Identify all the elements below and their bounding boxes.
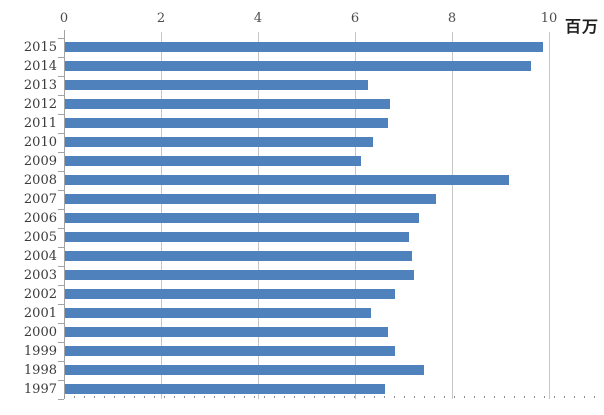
category-tick bbox=[58, 152, 64, 153]
x-tick-label: 10 bbox=[540, 11, 558, 26]
y-axis-label: 2010 bbox=[23, 135, 57, 150]
bar-2010 bbox=[65, 137, 373, 147]
bar-2004 bbox=[65, 251, 412, 261]
bar-2012 bbox=[65, 99, 390, 109]
category-tick bbox=[58, 266, 64, 267]
bar-2006 bbox=[65, 213, 419, 223]
y-axis-label: 2002 bbox=[23, 287, 57, 302]
bar-2005 bbox=[65, 232, 409, 242]
y-axis-label: 2011 bbox=[23, 116, 57, 131]
y-axis-label: 1998 bbox=[23, 363, 57, 378]
bar-1999 bbox=[65, 346, 395, 356]
y-axis-label: 1997 bbox=[23, 382, 57, 397]
category-tick bbox=[58, 76, 64, 77]
bar-2013 bbox=[65, 80, 368, 90]
category-tick bbox=[58, 95, 64, 96]
category-tick bbox=[58, 247, 64, 248]
category-tick bbox=[58, 209, 64, 210]
y-axis-label: 2012 bbox=[23, 97, 57, 112]
bar-2011 bbox=[65, 118, 388, 128]
category-tick bbox=[58, 228, 64, 229]
y-axis-label: 2013 bbox=[23, 78, 57, 93]
bar-2007 bbox=[65, 194, 436, 204]
category-tick bbox=[58, 114, 64, 115]
bar-2015 bbox=[65, 42, 543, 52]
gridline bbox=[549, 32, 550, 399]
gridline bbox=[452, 32, 453, 399]
x-tick-label: 0 bbox=[59, 11, 69, 26]
y-axis-label: 2007 bbox=[23, 192, 57, 207]
y-axis-label: 2005 bbox=[23, 230, 57, 245]
x-tick-label: 8 bbox=[447, 11, 457, 26]
bar-1997 bbox=[65, 384, 385, 394]
axis-unit-label: 百万 bbox=[565, 17, 600, 36]
y-axis-label: 2015 bbox=[23, 40, 57, 55]
category-tick bbox=[58, 190, 64, 191]
category-tick bbox=[58, 342, 64, 343]
y-axis-line bbox=[64, 30, 65, 399]
y-axis-label: 2014 bbox=[23, 59, 57, 74]
bar-2000 bbox=[65, 327, 388, 337]
y-axis-label: 2009 bbox=[23, 154, 57, 169]
bar-2001 bbox=[65, 308, 371, 318]
bar-2003 bbox=[65, 270, 414, 280]
y-axis-label: 2006 bbox=[23, 211, 57, 226]
category-tick bbox=[58, 38, 64, 39]
category-tick bbox=[58, 399, 64, 400]
y-axis-label: 2004 bbox=[23, 249, 57, 264]
category-tick bbox=[58, 171, 64, 172]
bar-1998 bbox=[65, 365, 424, 375]
y-axis-label: 2003 bbox=[23, 268, 57, 283]
bottom-dotted-axis bbox=[64, 396, 598, 398]
x-tick-label: 6 bbox=[350, 11, 360, 26]
category-tick bbox=[58, 133, 64, 134]
category-tick bbox=[58, 57, 64, 58]
x-tick-label: 2 bbox=[156, 11, 166, 26]
category-tick bbox=[58, 361, 64, 362]
category-tick bbox=[58, 380, 64, 381]
y-axis-label: 1999 bbox=[23, 344, 57, 359]
category-tick bbox=[58, 285, 64, 286]
x-tick-label: 4 bbox=[253, 11, 263, 26]
y-axis-label: 2000 bbox=[23, 325, 57, 340]
bar-2014 bbox=[65, 61, 531, 71]
bar-2002 bbox=[65, 289, 395, 299]
bar-2009 bbox=[65, 156, 361, 166]
category-tick bbox=[58, 304, 64, 305]
category-tick bbox=[58, 323, 64, 324]
y-axis-label: 2001 bbox=[23, 306, 57, 321]
bar-2008 bbox=[65, 175, 509, 185]
y-axis-label: 2008 bbox=[23, 173, 57, 188]
